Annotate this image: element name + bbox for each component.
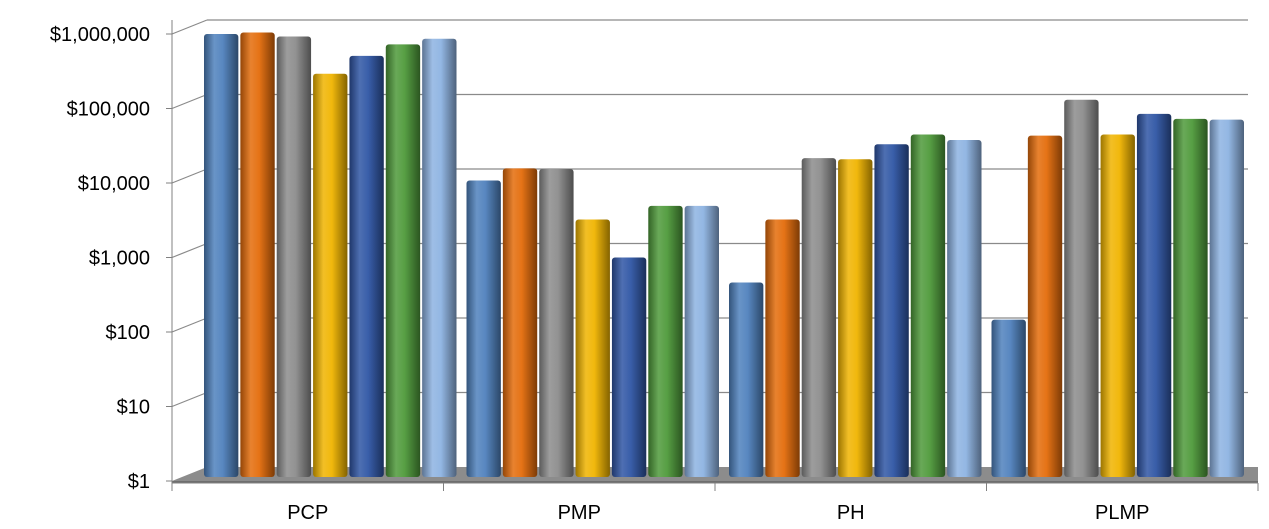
bar-plmp-series-3 bbox=[1064, 99, 1099, 477]
bar-ph-series-5 bbox=[874, 144, 909, 477]
bar-pmp-series-1 bbox=[466, 180, 501, 477]
y-tick-label-0: $1 bbox=[128, 471, 150, 493]
x-axis-category-labels: PCP PMP PH PLMP bbox=[287, 502, 1149, 524]
bar-plmp-series-4 bbox=[1100, 134, 1135, 478]
bar-pcp-series-3 bbox=[276, 36, 312, 477]
gridline-side-3 bbox=[171, 242, 208, 259]
bar-plmp-series-5 bbox=[1136, 113, 1172, 477]
bar-ph-series-1 bbox=[729, 282, 764, 477]
bar-plmp-series-2 bbox=[1027, 135, 1063, 478]
gridline-side-5 bbox=[171, 93, 208, 110]
x-category-label-plmp: PLMP bbox=[1095, 502, 1149, 524]
bar-pmp-series-4 bbox=[575, 219, 610, 477]
bar-pmp-series-6 bbox=[648, 205, 683, 477]
gridline-side-1 bbox=[171, 391, 208, 408]
y-tick-label-3: $1,000 bbox=[89, 248, 150, 270]
bar-pmp-series-2 bbox=[502, 168, 538, 477]
bar-pcp-series-6 bbox=[385, 44, 421, 477]
bar-plmp-series-7 bbox=[1209, 119, 1244, 477]
gridline-side-4 bbox=[171, 168, 208, 184]
bar-pcp-series-2 bbox=[240, 32, 275, 477]
y-tick-label-5: $100,000 bbox=[67, 99, 150, 121]
y-axis-tick-labels: $1 $10 $100 $1,000 $10,000 $100,000 $1,000,000 bbox=[50, 24, 150, 493]
bar-pmp-series-5 bbox=[611, 257, 647, 477]
y-tick-label-6: $1,000,000 bbox=[50, 24, 150, 46]
x-category-label-pmp: PMP bbox=[558, 502, 601, 524]
bar-pcp-series-7 bbox=[422, 38, 457, 478]
bar-pmp-series-7 bbox=[684, 205, 719, 477]
bar-ph-series-7 bbox=[947, 140, 982, 477]
bar-plmp-series-1 bbox=[991, 319, 1026, 477]
bar-ph-series-2 bbox=[765, 219, 800, 477]
y-tick-label-1: $10 bbox=[117, 397, 150, 419]
bar-ph-series-3 bbox=[801, 158, 837, 477]
bars bbox=[204, 32, 1244, 478]
bar-pcp-series-4 bbox=[313, 73, 348, 478]
bar-pmp-series-3 bbox=[539, 169, 574, 477]
x-category-label-ph: PH bbox=[837, 502, 865, 524]
x-category-label-pcp: PCP bbox=[287, 502, 328, 524]
y-tick-label-2: $100 bbox=[106, 322, 151, 344]
gridline-side-2 bbox=[171, 317, 208, 333]
axes bbox=[166, 20, 1259, 491]
y-tick-label-4: $10,000 bbox=[78, 173, 150, 195]
gridline-side-6 bbox=[171, 19, 208, 35]
bar-pcp-series-5 bbox=[349, 55, 384, 477]
bar-pcp-series-1 bbox=[204, 33, 239, 477]
bar-ph-series-6 bbox=[910, 134, 946, 478]
bar-ph-series-4 bbox=[838, 159, 873, 477]
bar-plmp-series-6 bbox=[1173, 118, 1208, 477]
